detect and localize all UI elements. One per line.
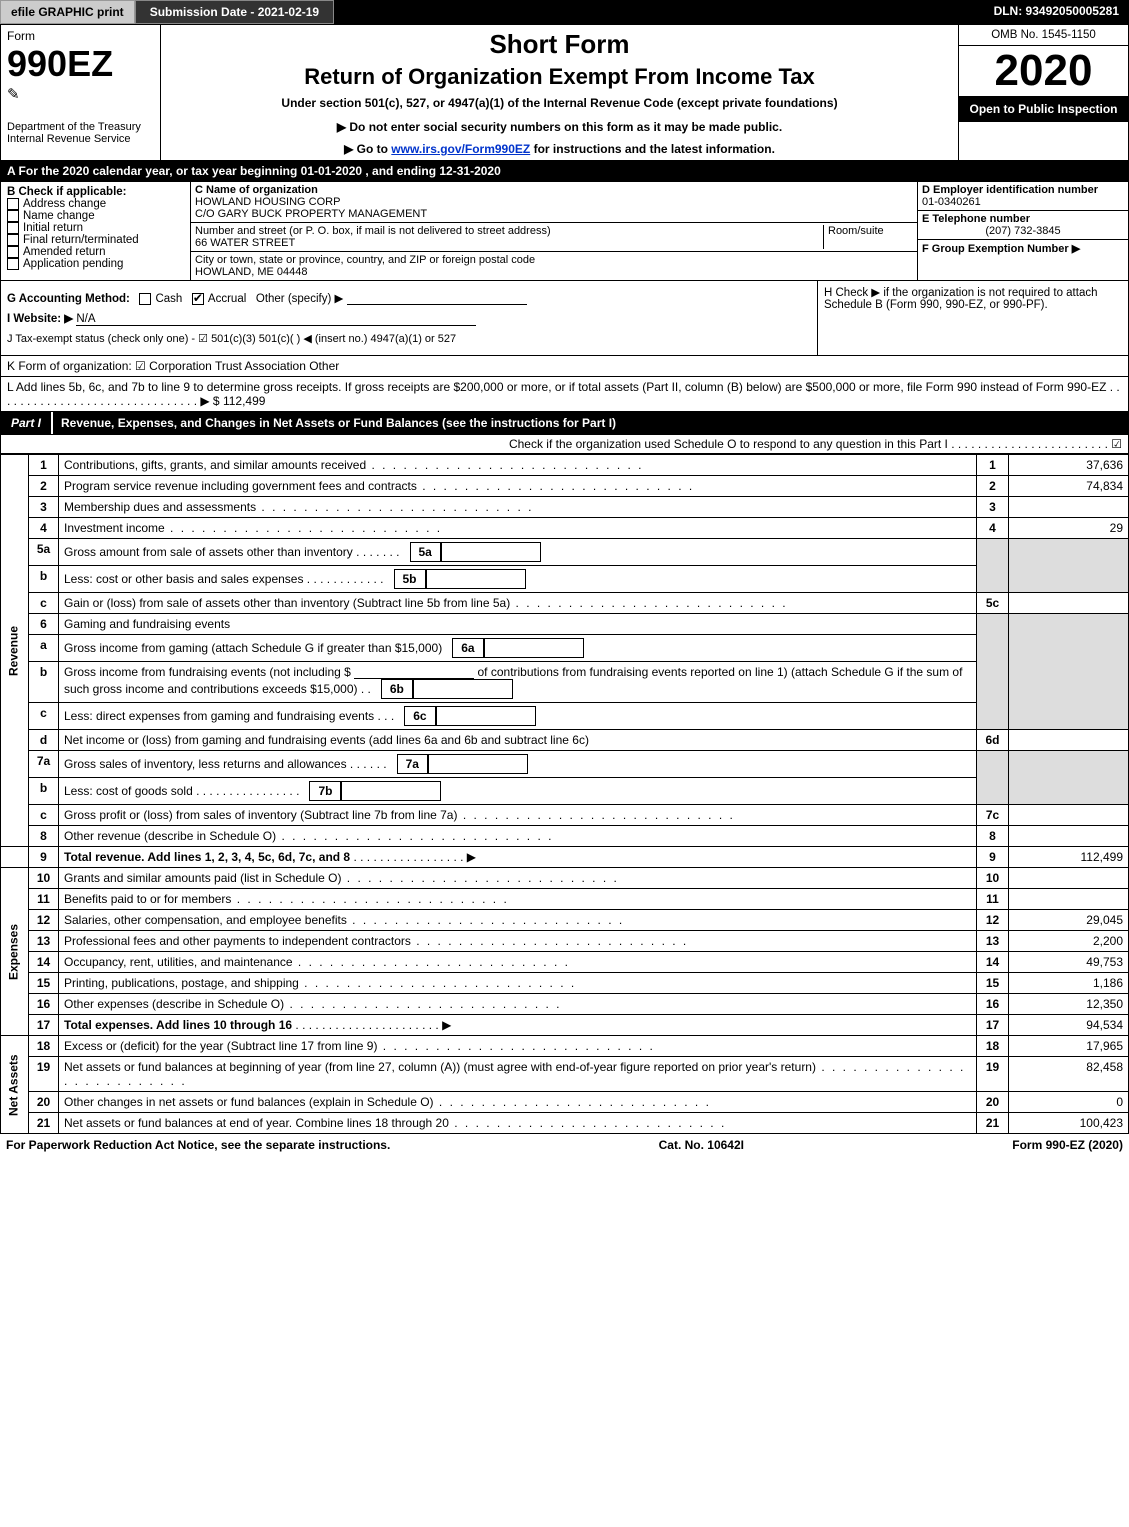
part-i-checknote: Check if the organization used Schedule … xyxy=(0,435,1129,454)
top-bar: efile GRAPHIC print Submission Date - 20… xyxy=(0,0,1129,24)
submission-date-label: Submission Date - 2021-02-19 xyxy=(135,0,334,24)
footer-left: For Paperwork Reduction Act Notice, see … xyxy=(6,1138,390,1152)
line-a: A For the 2020 calendar year, or tax yea… xyxy=(0,161,1129,182)
form-number: 990EZ xyxy=(7,43,154,85)
part-i-header: Part I Revenue, Expenses, and Changes in… xyxy=(0,412,1129,435)
footer-right: Form 990-EZ (2020) xyxy=(1012,1138,1123,1152)
title-short-form: Short Form xyxy=(167,29,952,60)
omb-label: OMB No. 1545-1150 xyxy=(959,25,1128,46)
dln-label: DLN: 93492050005281 xyxy=(984,0,1129,24)
box-c: C Name of organization HOWLAND HOUSING C… xyxy=(191,182,918,280)
note-ssn: ▶ Do not enter social security numbers o… xyxy=(167,120,952,134)
form-label: Form xyxy=(7,29,154,43)
side-expenses: Expenses xyxy=(1,868,29,1036)
side-net-assets: Net Assets xyxy=(1,1036,29,1134)
subtitle: Under section 501(c), 527, or 4947(a)(1)… xyxy=(167,96,952,110)
note-goto: ▶ Go to www.irs.gov/Form990EZ for instru… xyxy=(167,142,952,156)
title-return: Return of Organization Exempt From Incom… xyxy=(167,64,952,90)
line-k: K Form of organization: ☑ Corporation Tr… xyxy=(0,356,1129,377)
box-def: D Employer identification number 01-0340… xyxy=(918,182,1128,280)
lines-table: Revenue 1Contributions, gifts, grants, a… xyxy=(0,454,1129,1134)
box-b: B Check if applicable: Address change Na… xyxy=(1,182,191,280)
line-h: H Check ▶ if the organization is not req… xyxy=(818,281,1128,355)
page-footer: For Paperwork Reduction Act Notice, see … xyxy=(0,1134,1129,1156)
side-revenue: Revenue xyxy=(1,455,29,847)
irs-label: Internal Revenue Service xyxy=(7,133,154,145)
line-l: L Add lines 5b, 6c, and 7b to line 9 to … xyxy=(0,377,1129,412)
efile-print-button[interactable]: efile GRAPHIC print xyxy=(0,0,135,24)
form-header: Form 990EZ ✎ Department of the Treasury … xyxy=(0,24,1129,161)
line-j: J Tax-exempt status (check only one) - ☑… xyxy=(7,332,811,345)
tax-year: 2020 xyxy=(959,46,1128,96)
dept-label: Department of the Treasury xyxy=(7,121,154,133)
open-to-public: Open to Public Inspection xyxy=(959,96,1128,122)
irs-link[interactable]: www.irs.gov/Form990EZ xyxy=(391,142,530,156)
footer-mid: Cat. No. 10642I xyxy=(659,1138,744,1152)
section-b-c-d: B Check if applicable: Address change Na… xyxy=(0,182,1129,281)
line-g-i-j: G Accounting Method: Cash Accrual Other … xyxy=(1,281,818,355)
